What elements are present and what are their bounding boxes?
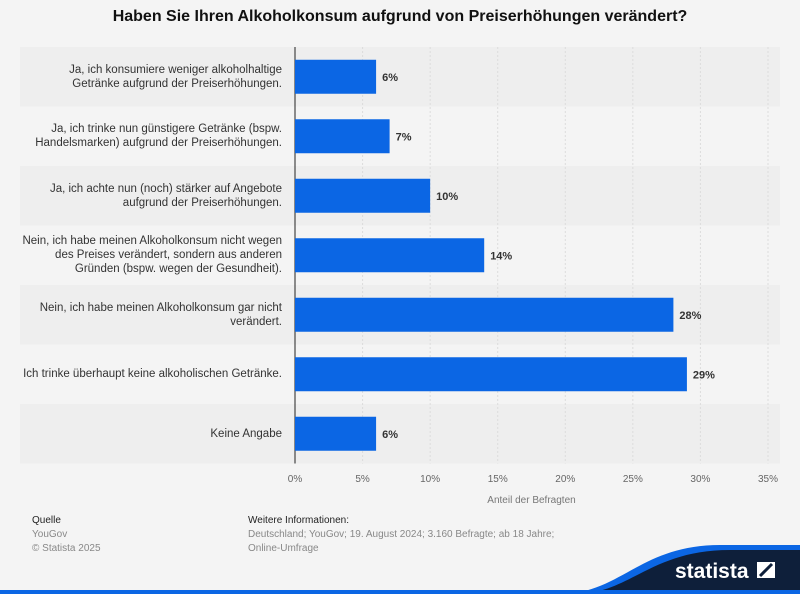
x-tick-label: 0%: [288, 474, 303, 485]
data-label: 6%: [382, 72, 398, 84]
data-label: 29%: [693, 369, 715, 381]
bar: [295, 238, 485, 273]
copyright: © Statista 2025: [32, 543, 101, 554]
x-tick-label: 25%: [623, 474, 643, 485]
category-label: Ja, ich trinke nun günstigere Getränke (…: [35, 123, 282, 150]
bar: [295, 297, 674, 332]
row-band: [20, 404, 780, 464]
source-block: Quelle YouGov © Statista 2025: [32, 514, 101, 556]
data-label: 14%: [490, 250, 512, 262]
bar: [295, 357, 687, 392]
source-link[interactable]: YouGov: [32, 529, 68, 540]
category-label: Ja, ich achte nun (noch) stärker auf Ang…: [49, 182, 282, 209]
info-line: Online-Umfrage: [248, 543, 319, 554]
x-tick-label: 30%: [690, 474, 710, 485]
category-label: Ja, ich konsumiere weniger alkoholhaltig…: [69, 63, 282, 90]
bar: [295, 59, 377, 94]
data-label: 28%: [679, 310, 701, 322]
info-line: Deutschland; YouGov; 19. August 2024; 3.…: [248, 529, 555, 540]
x-tick-label: 5%: [355, 474, 370, 485]
data-label: 10%: [436, 191, 458, 203]
category-label: Nein, ich habe meinen Alkoholkonsum gar …: [39, 301, 282, 328]
x-tick-label: 35%: [758, 474, 778, 485]
data-label: 7%: [396, 131, 412, 143]
bar: [295, 416, 377, 451]
row-band: [20, 47, 780, 107]
category-label: Ich trinke überhaupt keine alkoholischen…: [23, 368, 282, 381]
x-axis-label: Anteil der Befragten: [487, 495, 575, 506]
x-tick-label: 20%: [555, 474, 575, 485]
x-tick-label: 10%: [420, 474, 440, 485]
info-block: Weitere Informationen: Deutschland; YouG…: [248, 514, 554, 556]
x-tick-label: 15%: [488, 474, 508, 485]
source-heading: Quelle: [32, 515, 61, 526]
category-label: Nein, ich habe meinen Alkoholkonsum nich…: [22, 235, 282, 276]
chart-title: Haben Sie Ihren Alkoholkonsum aufgrund v…: [112, 8, 688, 25]
category-label: Keine Angabe: [210, 427, 282, 440]
data-label: 6%: [382, 429, 398, 441]
bar: [295, 119, 390, 154]
bar: [295, 178, 431, 213]
info-heading: Weitere Informationen:: [248, 515, 349, 526]
